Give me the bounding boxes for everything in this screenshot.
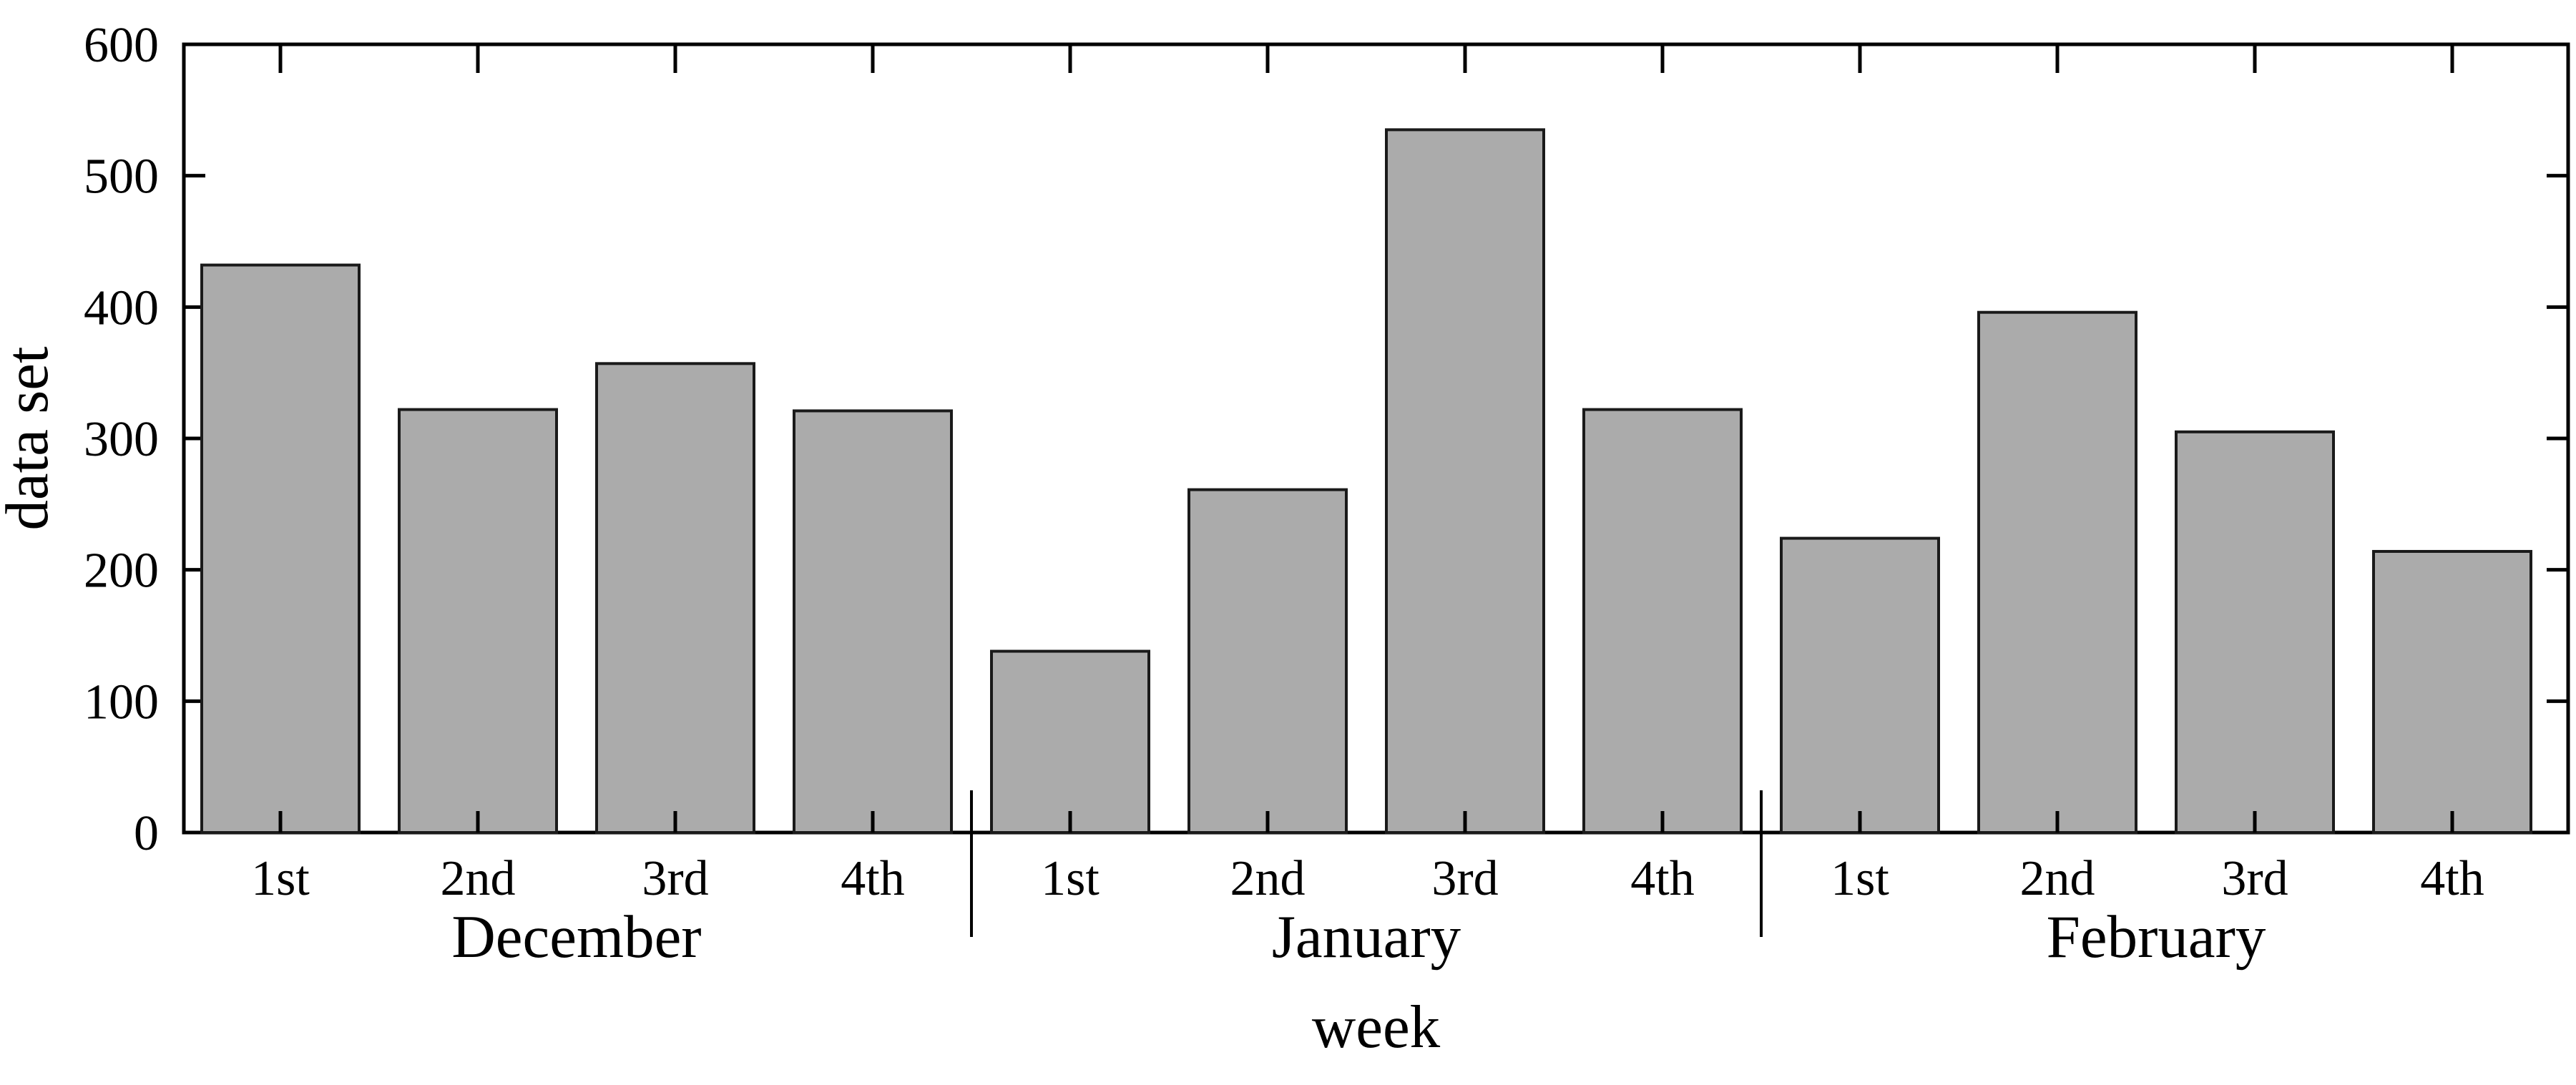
month-label-february: February xyxy=(2047,903,2266,971)
x-axis-title: week xyxy=(1312,993,1441,1061)
week-label: 2nd xyxy=(2020,851,2095,906)
bar-december-4th xyxy=(793,409,953,834)
y-tick-label: 200 xyxy=(84,544,159,599)
bar-january-1st xyxy=(990,649,1150,834)
bar-february-1st xyxy=(1780,536,1940,834)
y-tick-label: 400 xyxy=(84,280,159,335)
bar-december-1st xyxy=(200,263,361,834)
y-tick-label: 100 xyxy=(84,674,159,730)
y-tick-label: 0 xyxy=(134,806,159,861)
week-label: 4th xyxy=(1630,851,1694,906)
bar-december-2nd xyxy=(398,408,558,834)
bar-december-3rd xyxy=(595,362,755,834)
bar-february-3rd xyxy=(2175,430,2335,834)
bar-january-4th xyxy=(1582,408,1743,834)
bar-february-2nd xyxy=(1977,310,2137,834)
week-label: 1st xyxy=(1041,851,1100,906)
week-label: 4th xyxy=(841,851,904,906)
week-label: 3rd xyxy=(642,851,708,906)
y-tick-label: 500 xyxy=(84,149,159,205)
week-label: 2nd xyxy=(441,851,516,906)
y-tick-label: 600 xyxy=(84,18,159,73)
y-axis-title: data set xyxy=(0,346,61,531)
bar-january-2nd xyxy=(1187,488,1348,834)
month-label-december: December xyxy=(451,903,701,971)
week-label: 2nd xyxy=(1230,851,1306,906)
week-label: 1st xyxy=(1831,851,1889,906)
bar-february-4th xyxy=(2372,549,2532,834)
week-label: 3rd xyxy=(2221,851,2288,906)
y-tick-label: 300 xyxy=(84,412,159,467)
month-label-january: January xyxy=(1272,903,1461,971)
week-label: 3rd xyxy=(1431,851,1498,906)
week-label: 1st xyxy=(251,851,310,906)
bar-january-3rd xyxy=(1385,128,1545,834)
week-label: 4th xyxy=(2420,851,2484,906)
